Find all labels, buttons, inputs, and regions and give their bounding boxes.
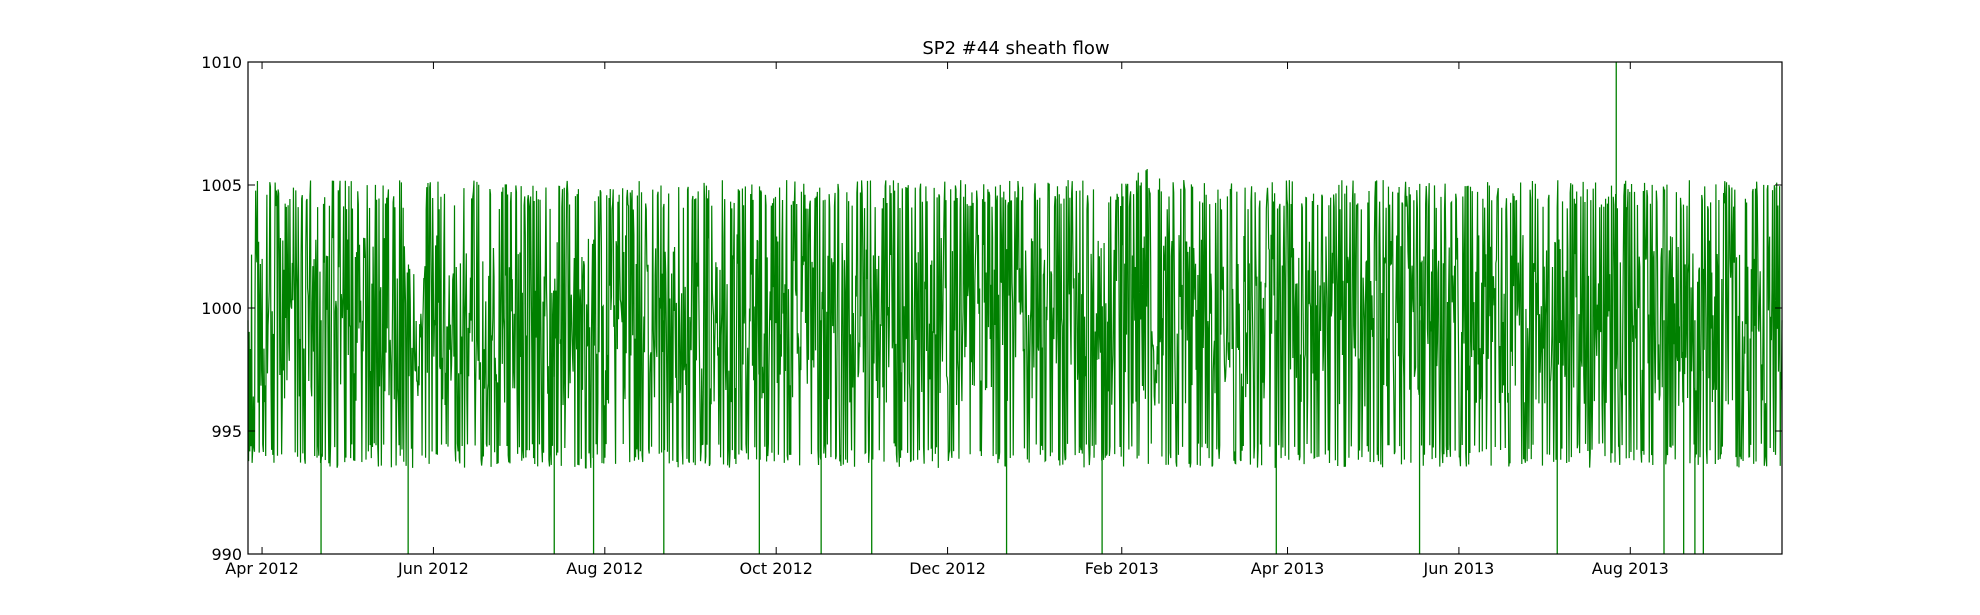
x-tick-label: Jun 2013 — [1422, 559, 1494, 578]
y-tick-label: 990 — [211, 545, 242, 564]
x-tick-label: Aug 2013 — [1592, 559, 1669, 578]
y-tick-label: 1010 — [201, 53, 242, 72]
y-tick-label: 995 — [211, 422, 242, 441]
y-tick-label: 1000 — [201, 299, 242, 318]
x-tick-label: Dec 2012 — [909, 559, 986, 578]
x-tick-label: Aug 2012 — [566, 559, 643, 578]
x-tick-label: Jun 2012 — [397, 559, 469, 578]
x-axis: Apr 2012 Jun 2012 Aug 2012 Oct 2012 Dec 2012… — [225, 62, 1669, 578]
y-axis: 990 995 1000 1005 1010 — [201, 53, 1782, 564]
x-tick-label: Feb 2013 — [1085, 559, 1159, 578]
series-layer — [247, 62, 1783, 554]
y-tick-label: 1005 — [201, 176, 242, 195]
x-tick-label: Apr 2013 — [1251, 559, 1324, 578]
x-tick-label: Apr 2012 — [225, 559, 298, 578]
sheath-flow-line — [247, 168, 1783, 469]
chart-title: SP2 #44 sheath flow — [922, 38, 1109, 59]
x-tick-label: Oct 2012 — [739, 559, 812, 578]
